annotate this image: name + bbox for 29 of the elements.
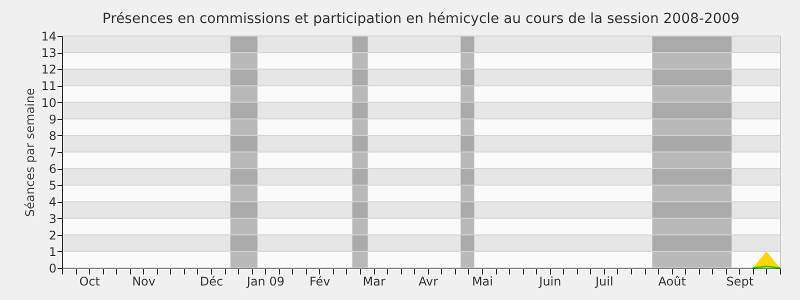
y-tick-label: 0	[48, 262, 56, 276]
y-tick-label: 7	[48, 146, 56, 160]
x-tick-label: Août	[658, 274, 686, 288]
x-tick-label: Oct	[79, 274, 100, 288]
y-tick-label: 6	[48, 162, 56, 176]
y-tick-label: 4	[48, 195, 56, 210]
y-tick-label: 2	[48, 228, 56, 242]
x-tick-label: Déc	[200, 274, 224, 288]
x-tick-label: Juil	[594, 274, 614, 288]
x-tick-label: Juin	[538, 274, 562, 288]
x-tick-label: Nov	[132, 274, 156, 288]
y-tick-label: 13	[41, 46, 56, 60]
x-tick-label: Avr	[418, 274, 438, 288]
chart-title: Présences en commissions et participation en hémicycle au cours de la session 2008-2009	[102, 11, 740, 27]
y-tick-label: 3	[48, 212, 56, 226]
y-tick-label: 14	[41, 30, 56, 44]
y-axis-title: Séances par semaine	[23, 88, 38, 217]
x-tick-label: Mar	[362, 274, 386, 288]
y-tick-label: 8	[48, 128, 56, 143]
x-tick-label: Jan 09	[246, 274, 285, 288]
y-tick-label: 10	[41, 96, 56, 110]
y-tick-label: 12	[41, 62, 56, 77]
x-tick-label: Fév	[310, 274, 330, 288]
y-tick-label: 1	[48, 244, 56, 259]
x-tick-label: Mai	[472, 274, 493, 288]
x-tick-label: Sept	[726, 274, 754, 288]
y-tick-label: 11	[41, 79, 56, 94]
y-tick-label: 5	[48, 178, 56, 193]
y-tick-label: 9	[48, 112, 56, 126]
